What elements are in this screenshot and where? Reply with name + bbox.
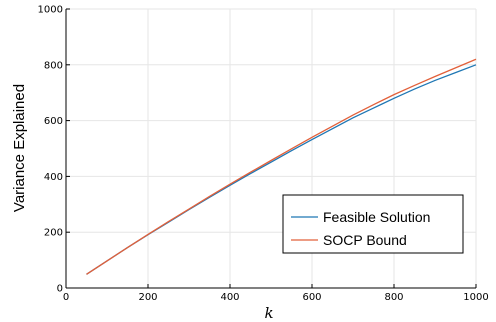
x-axis-label: k — [264, 304, 273, 322]
x-tick-label: 400 — [220, 292, 239, 303]
legend-label-feasible-solution: Feasible Solution — [323, 209, 430, 225]
y-tick-label: 200 — [44, 228, 63, 239]
y-tick-label: 1000 — [38, 5, 63, 16]
y-tick-label: 600 — [44, 116, 63, 127]
x-tick-label: 1000 — [463, 292, 488, 303]
x-tick-label: 0 — [63, 292, 69, 303]
legend: Feasible Solution SOCP Bound — [282, 194, 464, 254]
axes — [65, 8, 477, 289]
x-tick-label: 800 — [384, 292, 403, 303]
y-tick-label: 400 — [44, 172, 63, 183]
x-tick-label: 200 — [138, 292, 157, 303]
x-tick-label: 600 — [302, 292, 321, 303]
legend-label-socp-bound: SOCP Bound — [323, 232, 407, 248]
tick-labels: 0 200 400 600 800 1000 0 200 400 600 800 1000 — [38, 5, 489, 304]
series-line-socp-bound — [86, 58, 477, 275]
series-lines — [86, 58, 477, 275]
y-tick-label: 0 — [57, 284, 63, 295]
y-axis-label: Variance Explained — [11, 84, 28, 212]
y-tick-label: 800 — [44, 60, 63, 71]
legend-box — [282, 194, 464, 254]
